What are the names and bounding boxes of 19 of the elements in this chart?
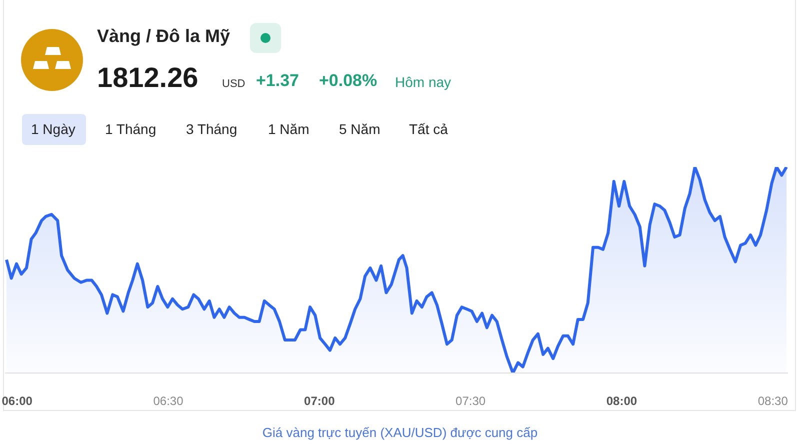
text: 5 Năm xyxy=(339,121,380,137)
x-tick-label: 08:30 xyxy=(758,394,788,408)
x-tick-label: 07:00 xyxy=(304,394,336,408)
text: +1.37 xyxy=(256,71,300,91)
text: 1 Năm xyxy=(268,121,310,137)
x-tick-label: 06:00 xyxy=(2,394,33,408)
chart-title: Vàng / Đô la Mỹ xyxy=(97,26,230,47)
text: 1 Tháng xyxy=(105,121,156,137)
x-tick-label: 06:30 xyxy=(153,394,184,408)
text: 1 Ngày xyxy=(31,121,76,137)
x-tick-label: 07:30 xyxy=(456,394,486,408)
text: Hôm nay xyxy=(395,74,452,90)
text: Giá vàng trực tuyến (XAU/USD) được cung cấp xyxy=(261,425,539,440)
text: USD xyxy=(222,78,246,90)
text: Tất cả xyxy=(409,121,448,137)
text: +0.08% xyxy=(319,71,378,91)
x-tick-label: 08:00 xyxy=(606,394,638,408)
text: 1812.26 xyxy=(97,62,198,94)
text: 3 Tháng xyxy=(186,121,238,137)
